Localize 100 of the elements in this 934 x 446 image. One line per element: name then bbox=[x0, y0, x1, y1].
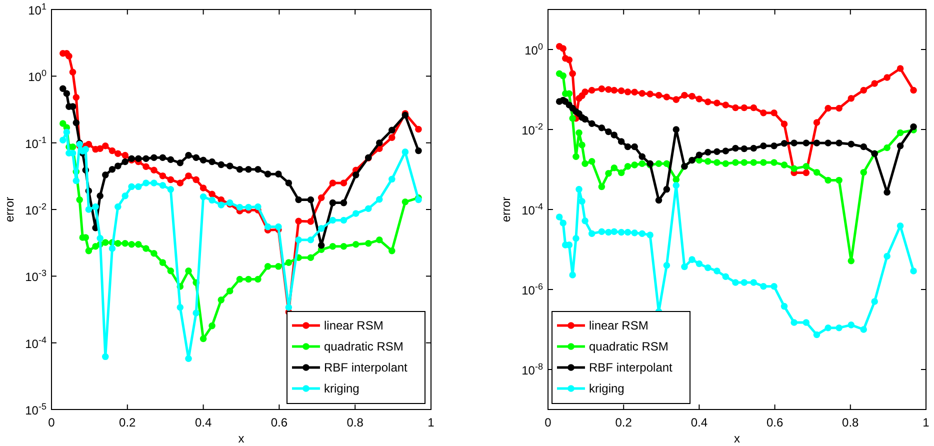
point bbox=[388, 126, 396, 134]
point bbox=[740, 145, 748, 152]
point bbox=[159, 172, 166, 180]
point bbox=[704, 264, 712, 272]
point bbox=[663, 160, 670, 168]
point bbox=[780, 162, 788, 168]
point bbox=[560, 72, 567, 80]
point bbox=[96, 192, 104, 200]
legend-label: quadratic RSM bbox=[324, 340, 404, 354]
point bbox=[150, 180, 158, 186]
point bbox=[896, 142, 904, 150]
point bbox=[159, 182, 166, 189]
point bbox=[582, 217, 588, 224]
y-tick-label: 10$^{0}$ bbox=[524, 42, 543, 58]
point bbox=[275, 170, 282, 178]
point bbox=[135, 155, 142, 162]
legend-label: kriging bbox=[324, 382, 360, 396]
y-tick-label: 10$^{-5}$ bbox=[25, 402, 46, 418]
point bbox=[376, 236, 383, 244]
x-tick-label: 1 bbox=[428, 416, 435, 430]
point bbox=[848, 322, 855, 328]
point bbox=[672, 176, 680, 183]
point bbox=[732, 159, 739, 166]
point bbox=[388, 247, 396, 254]
point bbox=[96, 234, 104, 242]
point bbox=[572, 153, 580, 160]
point bbox=[329, 242, 336, 250]
point bbox=[402, 198, 409, 206]
point bbox=[376, 196, 383, 203]
point bbox=[605, 86, 612, 93]
point bbox=[618, 169, 625, 176]
point bbox=[836, 140, 842, 146]
point bbox=[646, 232, 654, 238]
point bbox=[618, 138, 625, 145]
point bbox=[102, 142, 109, 150]
point bbox=[836, 176, 842, 184]
point bbox=[714, 148, 720, 155]
point bbox=[813, 140, 820, 146]
point bbox=[780, 302, 788, 310]
point bbox=[688, 92, 696, 100]
point bbox=[218, 296, 225, 304]
point bbox=[82, 146, 90, 153]
point bbox=[871, 298, 878, 305]
point bbox=[740, 279, 748, 286]
point bbox=[60, 85, 66, 92]
point bbox=[860, 326, 868, 333]
point bbox=[750, 104, 758, 112]
point bbox=[578, 142, 586, 148]
point bbox=[770, 110, 778, 116]
point bbox=[122, 158, 129, 166]
point bbox=[860, 86, 868, 94]
point bbox=[655, 92, 662, 99]
point bbox=[598, 124, 606, 132]
point bbox=[631, 88, 638, 96]
legend-label: kriging bbox=[589, 382, 624, 396]
point bbox=[185, 355, 192, 362]
point bbox=[200, 335, 207, 342]
point bbox=[848, 257, 855, 264]
point bbox=[128, 183, 135, 190]
point bbox=[218, 202, 225, 208]
point bbox=[631, 230, 638, 236]
point bbox=[352, 240, 360, 248]
point bbox=[307, 236, 314, 244]
point bbox=[275, 263, 282, 270]
point bbox=[871, 80, 878, 87]
y-tick-label: 10$^{-2}$ bbox=[522, 122, 543, 138]
point bbox=[167, 186, 174, 193]
point bbox=[376, 139, 383, 146]
point bbox=[108, 147, 116, 154]
point bbox=[638, 90, 646, 97]
point bbox=[824, 104, 832, 112]
point bbox=[760, 282, 767, 290]
point bbox=[672, 96, 680, 103]
point bbox=[122, 192, 129, 200]
point bbox=[624, 162, 632, 170]
point bbox=[352, 210, 360, 217]
point bbox=[142, 180, 150, 186]
point bbox=[896, 129, 904, 136]
point bbox=[631, 162, 638, 168]
point bbox=[285, 304, 292, 311]
point bbox=[415, 147, 422, 154]
legend-label: RBF interpolant bbox=[324, 360, 408, 374]
point bbox=[605, 128, 612, 136]
point bbox=[860, 143, 868, 150]
y-tick-label: 10$^{1}$ bbox=[28, 2, 46, 18]
point bbox=[176, 304, 184, 311]
point bbox=[114, 203, 122, 210]
point bbox=[722, 102, 730, 108]
point bbox=[218, 161, 225, 168]
point bbox=[122, 240, 129, 247]
point bbox=[884, 252, 890, 260]
point bbox=[340, 242, 348, 250]
y-tick-label: 10$^{-8}$ bbox=[522, 362, 543, 378]
point bbox=[714, 100, 720, 106]
y-tick-label: 10$^{-2}$ bbox=[25, 202, 46, 218]
point bbox=[790, 165, 798, 172]
point bbox=[618, 87, 625, 94]
point bbox=[569, 272, 576, 278]
point bbox=[264, 263, 272, 270]
point bbox=[672, 126, 680, 133]
